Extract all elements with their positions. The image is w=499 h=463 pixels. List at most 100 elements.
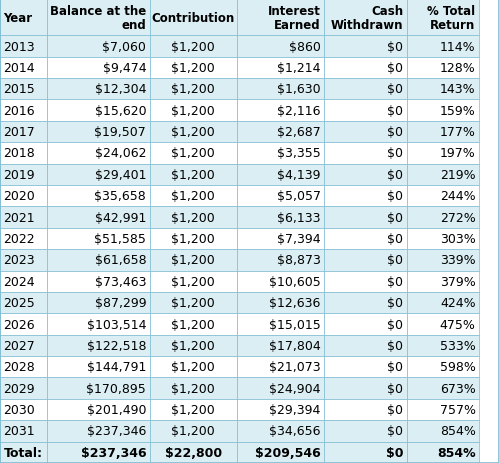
Bar bbox=[237, 335, 324, 357]
Bar bbox=[324, 164, 407, 186]
Bar bbox=[150, 143, 237, 164]
Text: $1,200: $1,200 bbox=[172, 40, 215, 53]
Text: $1,200: $1,200 bbox=[172, 254, 215, 267]
Text: $1,200: $1,200 bbox=[172, 425, 215, 438]
Bar bbox=[47, 228, 150, 250]
Bar bbox=[0, 335, 47, 357]
Text: $15,015: $15,015 bbox=[269, 318, 321, 331]
Text: 2016: 2016 bbox=[3, 105, 35, 118]
Text: 2021: 2021 bbox=[3, 211, 35, 224]
Bar bbox=[407, 399, 479, 420]
Text: 2026: 2026 bbox=[3, 318, 35, 331]
Bar bbox=[150, 357, 237, 378]
Bar bbox=[237, 292, 324, 313]
Bar bbox=[407, 250, 479, 271]
Text: $12,636: $12,636 bbox=[269, 296, 321, 309]
Bar bbox=[324, 292, 407, 313]
Bar bbox=[0, 143, 47, 164]
Text: 244%: 244% bbox=[440, 190, 476, 203]
Text: $0: $0 bbox=[387, 83, 403, 96]
Text: $3,355: $3,355 bbox=[277, 147, 321, 160]
Bar bbox=[47, 292, 150, 313]
Bar bbox=[150, 57, 237, 79]
Text: % Total
Return: % Total Return bbox=[428, 5, 476, 31]
Text: 177%: 177% bbox=[440, 126, 476, 139]
Text: 143%: 143% bbox=[440, 83, 476, 96]
Text: $1,200: $1,200 bbox=[172, 296, 215, 309]
Text: $1,200: $1,200 bbox=[172, 382, 215, 395]
Text: $7,060: $7,060 bbox=[102, 40, 146, 53]
Text: $42,991: $42,991 bbox=[95, 211, 146, 224]
Bar bbox=[237, 0, 324, 36]
Bar bbox=[324, 335, 407, 357]
Bar bbox=[237, 100, 324, 122]
Text: 2027: 2027 bbox=[3, 339, 35, 352]
Text: $0: $0 bbox=[387, 40, 403, 53]
Bar bbox=[150, 442, 237, 463]
Text: $15,620: $15,620 bbox=[95, 105, 146, 118]
Bar bbox=[407, 186, 479, 207]
Text: $1,200: $1,200 bbox=[172, 83, 215, 96]
Text: 673%: 673% bbox=[440, 382, 476, 395]
Text: 854%: 854% bbox=[437, 446, 476, 459]
Bar bbox=[150, 335, 237, 357]
Bar bbox=[407, 164, 479, 186]
Text: 2025: 2025 bbox=[3, 296, 35, 309]
Bar bbox=[0, 207, 47, 228]
Bar bbox=[150, 186, 237, 207]
Text: $0: $0 bbox=[387, 296, 403, 309]
Bar bbox=[324, 420, 407, 442]
Bar bbox=[324, 36, 407, 57]
Bar bbox=[150, 164, 237, 186]
Bar bbox=[150, 207, 237, 228]
Bar bbox=[0, 122, 47, 143]
Text: $0: $0 bbox=[387, 318, 403, 331]
Bar bbox=[47, 357, 150, 378]
Bar bbox=[237, 36, 324, 57]
Text: 533%: 533% bbox=[440, 339, 476, 352]
Text: $34,656: $34,656 bbox=[269, 425, 321, 438]
Text: Balance at the
end: Balance at the end bbox=[50, 5, 146, 31]
Bar bbox=[150, 250, 237, 271]
Text: $860: $860 bbox=[289, 40, 321, 53]
Text: $29,394: $29,394 bbox=[269, 403, 321, 416]
Bar bbox=[0, 292, 47, 313]
Bar bbox=[150, 122, 237, 143]
Text: $0: $0 bbox=[387, 254, 403, 267]
Text: 2013: 2013 bbox=[3, 40, 35, 53]
Text: 2022: 2022 bbox=[3, 232, 35, 245]
Text: 128%: 128% bbox=[440, 62, 476, 75]
Bar bbox=[0, 399, 47, 420]
Bar bbox=[237, 57, 324, 79]
Text: 854%: 854% bbox=[440, 425, 476, 438]
Bar bbox=[237, 250, 324, 271]
Text: $24,062: $24,062 bbox=[95, 147, 146, 160]
Text: $0: $0 bbox=[386, 446, 403, 459]
Text: 2014: 2014 bbox=[3, 62, 35, 75]
Text: $24,904: $24,904 bbox=[269, 382, 321, 395]
Text: $7,394: $7,394 bbox=[277, 232, 321, 245]
Bar bbox=[47, 399, 150, 420]
Text: $0: $0 bbox=[387, 126, 403, 139]
Bar bbox=[407, 292, 479, 313]
Text: $1,200: $1,200 bbox=[172, 147, 215, 160]
Bar bbox=[47, 79, 150, 100]
Text: Year: Year bbox=[3, 12, 32, 25]
Text: $87,299: $87,299 bbox=[95, 296, 146, 309]
Bar bbox=[0, 36, 47, 57]
Text: $144,791: $144,791 bbox=[87, 361, 146, 374]
Bar bbox=[407, 313, 479, 335]
Text: $1,200: $1,200 bbox=[172, 275, 215, 288]
Bar bbox=[407, 442, 479, 463]
Text: 197%: 197% bbox=[440, 147, 476, 160]
Text: $237,346: $237,346 bbox=[87, 425, 146, 438]
Bar bbox=[150, 292, 237, 313]
Text: $122,518: $122,518 bbox=[87, 339, 146, 352]
Bar bbox=[324, 228, 407, 250]
Bar bbox=[47, 0, 150, 36]
Text: $0: $0 bbox=[387, 105, 403, 118]
Bar bbox=[324, 271, 407, 292]
Bar bbox=[407, 0, 479, 36]
Text: 757%: 757% bbox=[440, 403, 476, 416]
Bar bbox=[237, 228, 324, 250]
